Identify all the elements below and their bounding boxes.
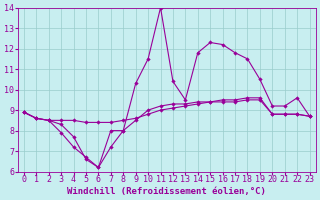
- X-axis label: Windchill (Refroidissement éolien,°C): Windchill (Refroidissement éolien,°C): [67, 187, 266, 196]
